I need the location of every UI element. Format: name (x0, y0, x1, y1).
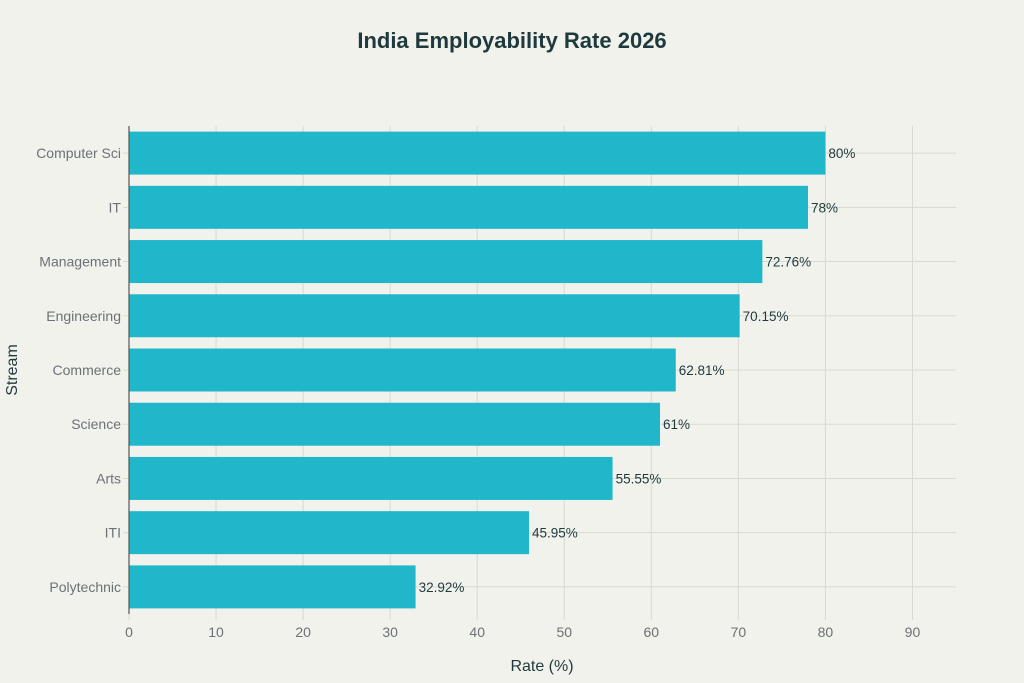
data-label: 78% (811, 200, 838, 215)
bar (129, 185, 809, 229)
x-tick-label: 30 (382, 624, 398, 640)
bar (129, 240, 763, 284)
x-axis-label: Rate (%) (510, 658, 573, 675)
x-tick-label: 0 (125, 624, 133, 640)
x-tick-label: 10 (208, 624, 224, 640)
y-tick-label: Arts (96, 470, 121, 486)
x-tick-label: 60 (644, 624, 660, 640)
y-tick-label: Engineering (46, 308, 121, 324)
x-tick-label: 50 (556, 624, 572, 640)
x-tick-label: 40 (469, 624, 485, 640)
data-label: 70.15% (743, 309, 789, 324)
chart-title: India Employability Rate 2026 (357, 28, 667, 53)
y-tick-label: IT (109, 199, 122, 215)
y-tick-label: Polytechnic (49, 579, 121, 595)
y-tick-label: Computer Sci (36, 145, 121, 161)
bar (129, 348, 676, 392)
x-tick-label: 80 (818, 624, 834, 640)
y-tick-label: Management (39, 254, 121, 270)
y-tick-label: Science (71, 416, 121, 432)
bar (129, 402, 661, 446)
data-label: 32.92% (419, 580, 465, 595)
bar (129, 565, 416, 609)
data-label: 80% (828, 146, 855, 161)
x-tick-label: 90 (905, 624, 921, 640)
data-label: 45.95% (532, 526, 578, 541)
data-label: 61% (663, 417, 690, 432)
x-tick-label: 20 (295, 624, 311, 640)
bar (129, 294, 740, 338)
data-label: 55.55% (616, 471, 662, 486)
y-tick-label: Commerce (53, 362, 122, 378)
bar (129, 456, 613, 500)
bar (129, 511, 530, 555)
data-label: 72.76% (765, 255, 811, 270)
x-tick-label: 70 (731, 624, 747, 640)
data-label: 62.81% (679, 363, 725, 378)
y-tick-label: ITI (105, 525, 121, 541)
y-axis-label: Stream (4, 344, 21, 396)
bar (129, 131, 826, 175)
